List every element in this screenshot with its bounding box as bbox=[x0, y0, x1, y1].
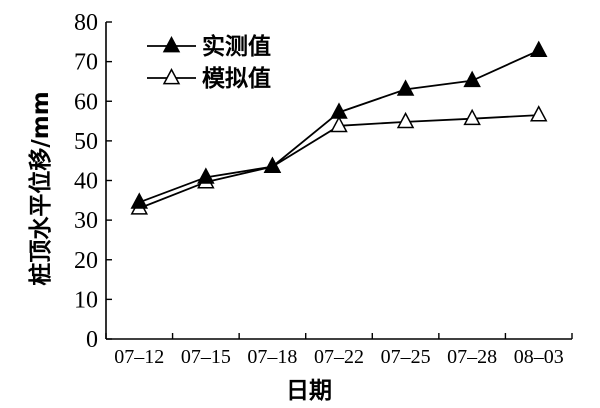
legend-label: 实测值 bbox=[202, 33, 271, 60]
y-tick-label: 10 bbox=[74, 287, 98, 313]
y-tick-label: 20 bbox=[74, 248, 98, 274]
data-point bbox=[529, 105, 548, 122]
x-axis-title: 日期 bbox=[286, 378, 332, 404]
chart-axes bbox=[105, 22, 572, 340]
legend-marker bbox=[162, 36, 181, 53]
data-point bbox=[463, 108, 481, 126]
data-point bbox=[197, 167, 215, 184]
y-tick-label: 70 bbox=[74, 50, 98, 76]
x-tick-label: 08–03 bbox=[514, 346, 564, 368]
series-layer bbox=[130, 40, 548, 215]
legend-item: 模拟值 bbox=[147, 65, 271, 92]
x-tick-label: 07–15 bbox=[181, 346, 231, 368]
data-point bbox=[263, 156, 282, 174]
series-simulated bbox=[130, 105, 548, 215]
x-tick-label: 07–25 bbox=[381, 346, 431, 368]
legend-item: 实测值 bbox=[147, 33, 271, 60]
y-tick-label: 80 bbox=[74, 10, 98, 36]
x-tick-label: 07–12 bbox=[114, 346, 164, 368]
data-point bbox=[463, 70, 481, 88]
series-measured bbox=[130, 40, 548, 209]
x-tick-label: 07–28 bbox=[447, 346, 497, 368]
y-tick-label: 30 bbox=[74, 208, 98, 234]
y-tick-label: 40 bbox=[74, 169, 98, 195]
data-point bbox=[529, 40, 548, 57]
legend-label: 模拟值 bbox=[202, 65, 271, 92]
data-point bbox=[396, 111, 415, 129]
x-tick-label: 07–18 bbox=[247, 346, 297, 368]
x-axis-ticks: 07–12 07–15 07–18 07–22 07–25 07–28 08–03 bbox=[105, 333, 573, 368]
data-point bbox=[396, 79, 415, 96]
data-point bbox=[330, 115, 348, 133]
data-point bbox=[130, 192, 149, 209]
data-point bbox=[330, 102, 348, 119]
y-axis-title: 桩顶水平位移/mm bbox=[27, 91, 54, 285]
y-axis-ticks: 0 10 20 30 40 50 60 70 80 bbox=[74, 10, 112, 353]
y-tick-label: 60 bbox=[74, 89, 98, 115]
y-tick-label: 50 bbox=[74, 129, 98, 155]
y-tick-label: 0 bbox=[86, 327, 98, 353]
legend-marker bbox=[162, 68, 181, 85]
x-tick-label: 07–22 bbox=[314, 346, 364, 368]
